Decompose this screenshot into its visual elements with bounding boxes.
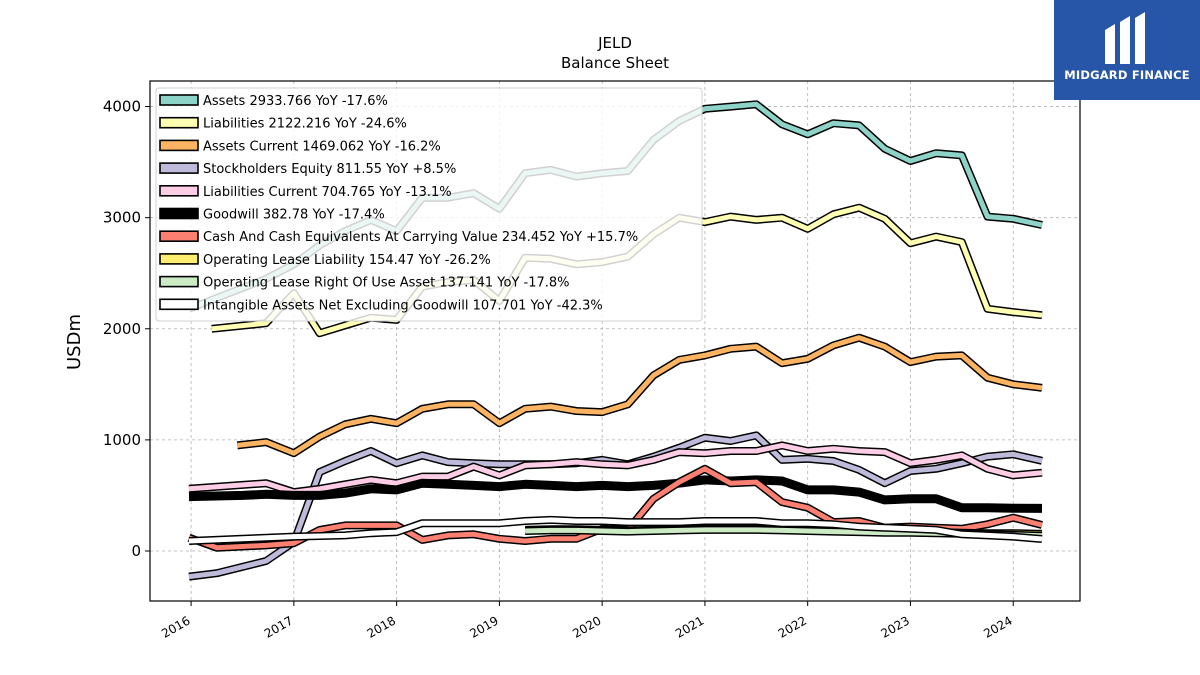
legend-item[interactable]: Stockholders Equity 811.55 YoY +8.5% [159, 162, 456, 177]
legend-label: Operating Lease Right Of Use Asset 137.1… [203, 276, 570, 291]
legend-swatch [159, 230, 199, 242]
legend-swatch [159, 253, 199, 265]
series-line-outline [236, 333, 1043, 458]
x-tick-label: 2020 [570, 613, 603, 640]
x-tick-label: 2016 [159, 613, 192, 640]
legend[interactable]: Assets 2933.766 YoY -17.6% Liabilities 21… [155, 87, 703, 322]
brand-name: MIDGARD FINANCE [1064, 68, 1190, 82]
y-tick-label: 2000 [103, 320, 141, 338]
series-line [188, 432, 1043, 580]
legend-label: Assets 2933.766 YoY -17.6% [203, 94, 388, 109]
legend-label: Cash And Cash Equivalents At Carrying Va… [203, 230, 638, 245]
legend-item[interactable]: Cash And Cash Equivalents At Carrying Va… [159, 230, 638, 245]
legend-swatch [159, 207, 199, 220]
series-line-outline [188, 475, 1043, 513]
series-3 [236, 333, 1043, 458]
chart-subtitle: Balance Sheet [561, 54, 669, 72]
legend-label: Goodwill 382.78 YoY -17.4% [203, 208, 385, 223]
legend-label: Liabilities Current 704.765 YoY -13.1% [203, 185, 452, 200]
x-tick-label: 2024 [981, 613, 1014, 640]
legend-item[interactable]: Assets Current 1469.062 YoY -16.2% [159, 139, 441, 154]
legend-label: Liabilities 2122.216 YoY -24.6% [203, 117, 407, 132]
y-axis-label: USDm [64, 314, 85, 370]
legend-swatch [159, 162, 199, 174]
x-tick-label: 2023 [878, 613, 911, 640]
legend-item[interactable]: Assets 2933.766 YoY -17.6% [159, 94, 388, 109]
x-tick-label: 2022 [776, 613, 809, 640]
x-tick-label: 2021 [673, 613, 706, 640]
series-5 [188, 441, 1043, 497]
legend-item[interactable]: Operating Lease Right Of Use Asset 137.1… [159, 275, 570, 291]
legend-item[interactable]: Operating Lease Liability 154.47 YoY -26… [159, 253, 491, 268]
legend-label: Operating Lease Liability 154.47 YoY -26… [203, 253, 491, 268]
y-tick-label: 3000 [103, 209, 141, 227]
legend-item[interactable]: Intangible Assets Net Excluding Goodwill… [159, 298, 603, 313]
plot-frame [149, 80, 1081, 602]
series-line [237, 335, 1043, 456]
series-4 [188, 431, 1043, 581]
legend-label: Intangible Assets Net Excluding Goodwill… [203, 298, 603, 313]
midgard-logo-icon [1105, 12, 1145, 64]
x-tick-label: 2017 [262, 613, 295, 640]
x-tick-label: 2018 [365, 613, 398, 640]
brand-logo[interactable]: MIDGARD FINANCE [1054, 0, 1200, 100]
series-line [188, 442, 1043, 495]
legend-box [155, 87, 703, 322]
chart-title: JELD [597, 34, 632, 52]
series-6 [188, 475, 1043, 513]
legend-label: Stockholders Equity 811.55 YoY +8.5% [203, 162, 456, 177]
legend-swatch [159, 116, 199, 129]
y-tick-label: 1000 [103, 431, 141, 449]
series-10 [188, 515, 1043, 545]
legend-swatch [159, 185, 199, 197]
legend-item[interactable]: Liabilities Current 704.765 YoY -13.1% [159, 185, 452, 200]
legend-swatch [159, 275, 199, 288]
series-line-outline [188, 431, 1043, 581]
x-tick-label: 2019 [467, 613, 500, 640]
y-tick-label: 4000 [103, 98, 141, 116]
legend-swatch [159, 94, 199, 106]
y-tick-label: 0 [131, 542, 141, 560]
series-line [188, 517, 1043, 544]
legend-item[interactable]: Liabilities 2122.216 YoY -24.6% [159, 116, 407, 132]
legend-swatch [159, 139, 199, 152]
legend-swatch [159, 298, 199, 311]
legend-label: Assets Current 1469.062 YoY -16.2% [203, 139, 441, 154]
legend-item[interactable]: Goodwill 382.78 YoY -17.4% [159, 207, 385, 223]
